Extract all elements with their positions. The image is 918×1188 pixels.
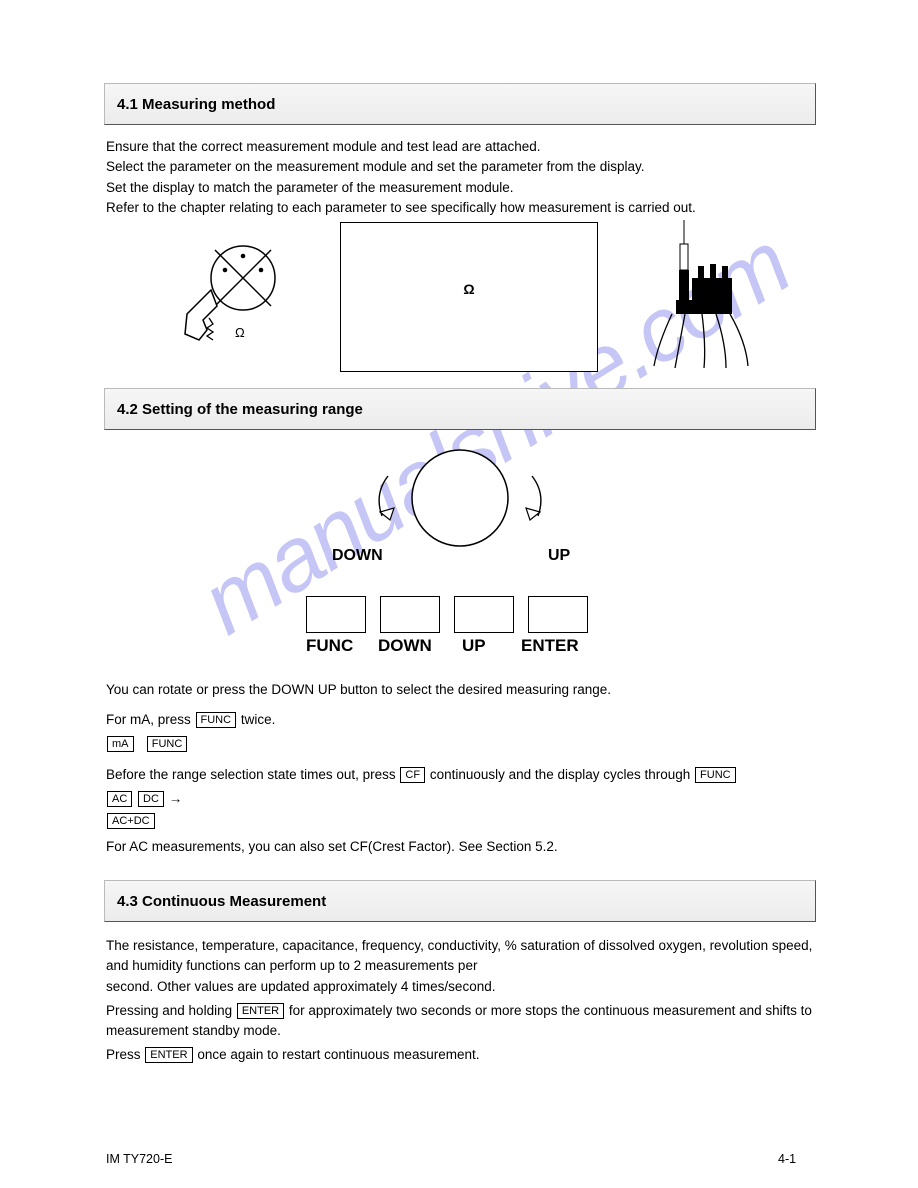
arrow-1: →: [169, 791, 183, 806]
para-func-1: twice.: [241, 712, 276, 727]
section-bar-continuous: 4.3 Continuous Measurement: [104, 880, 816, 922]
footer-left: IM TY720-E: [106, 1150, 172, 1169]
footer-right: 4-1: [778, 1150, 796, 1169]
box-ac: AC: [107, 791, 132, 807]
para-cont-1: second. Other values are updated approxi…: [106, 977, 816, 997]
display-panel: Ω: [340, 222, 598, 372]
box-func-3: FUNC: [695, 767, 736, 783]
down-btn-label: DOWN: [378, 636, 432, 656]
up-btn-label: UP: [462, 636, 486, 656]
enter-btn-label: ENTER: [521, 636, 579, 656]
box-enter-2: ENTER: [145, 1047, 192, 1063]
up-button-icon: [454, 596, 514, 633]
para-cont-2a: Pressing and holding: [106, 1003, 236, 1018]
down-button-icon: [380, 596, 440, 633]
display-omega-label: Ω: [341, 281, 597, 297]
para-cont-3b: once again to restart continuous measure…: [197, 1047, 479, 1062]
para-knob: You can rotate or press the DOWN UP butt…: [106, 680, 806, 700]
section-bar-measuring-range: 4.2 Setting of the measuring range: [104, 388, 816, 430]
para-measuring-method: Ensure that the correct measurement modu…: [106, 137, 806, 218]
box-ma: mA: [107, 736, 134, 752]
para-cont-3a: Press: [106, 1047, 144, 1062]
para-func-2: Before the range selection state times o…: [106, 767, 399, 782]
para-func-0: For mA, press: [106, 712, 195, 727]
para1-line1: Select the parameter on the measurement …: [106, 157, 806, 177]
knob-down-label: DOWN: [332, 547, 383, 565]
box-cf: CF: [400, 767, 425, 783]
box-func-1: FUNC: [196, 712, 237, 728]
para1-line0: Ensure that the correct measurement modu…: [106, 137, 806, 157]
knob-up-label: UP: [548, 547, 570, 565]
selector-omega-label: Ω: [235, 325, 245, 340]
manual-page: manualshive.com 4.1 Measuring method Ens…: [0, 0, 918, 1188]
enter-button-icon: [528, 596, 588, 633]
box-acdc: AC+DC: [107, 813, 155, 829]
test-lead-icon: [640, 216, 760, 386]
box-dc: DC: [138, 791, 164, 807]
para-continuous: The resistance, temperature, capacitance…: [106, 936, 816, 1066]
section-title-2: 4.2 Setting of the measuring range: [117, 401, 363, 418]
para-func-5: For AC measurements, you can also set CF…: [106, 837, 816, 857]
selector-knob-icon: Ω: [165, 230, 305, 370]
para-func-3: continuously and the display cycles thro…: [430, 767, 694, 782]
section-title-1: 4.1 Measuring method: [117, 96, 275, 113]
para1-line2: Set the display to match the parameter o…: [106, 178, 806, 198]
section-bar-measuring-method: 4.1 Measuring method: [104, 83, 816, 125]
para-cont-0: The resistance, temperature, capacitance…: [106, 936, 816, 977]
box-enter-1: ENTER: [237, 1003, 284, 1019]
section-title-3: 4.3 Continuous Measurement: [117, 893, 326, 910]
para-func: For mA, press FUNC twice. mA FUNC Before…: [106, 710, 816, 858]
box-func-2: FUNC: [147, 736, 188, 752]
para1-line3: Refer to the chapter relating to each pa…: [106, 198, 806, 218]
func-button-icon: [306, 596, 366, 633]
func-label: FUNC: [306, 636, 353, 656]
